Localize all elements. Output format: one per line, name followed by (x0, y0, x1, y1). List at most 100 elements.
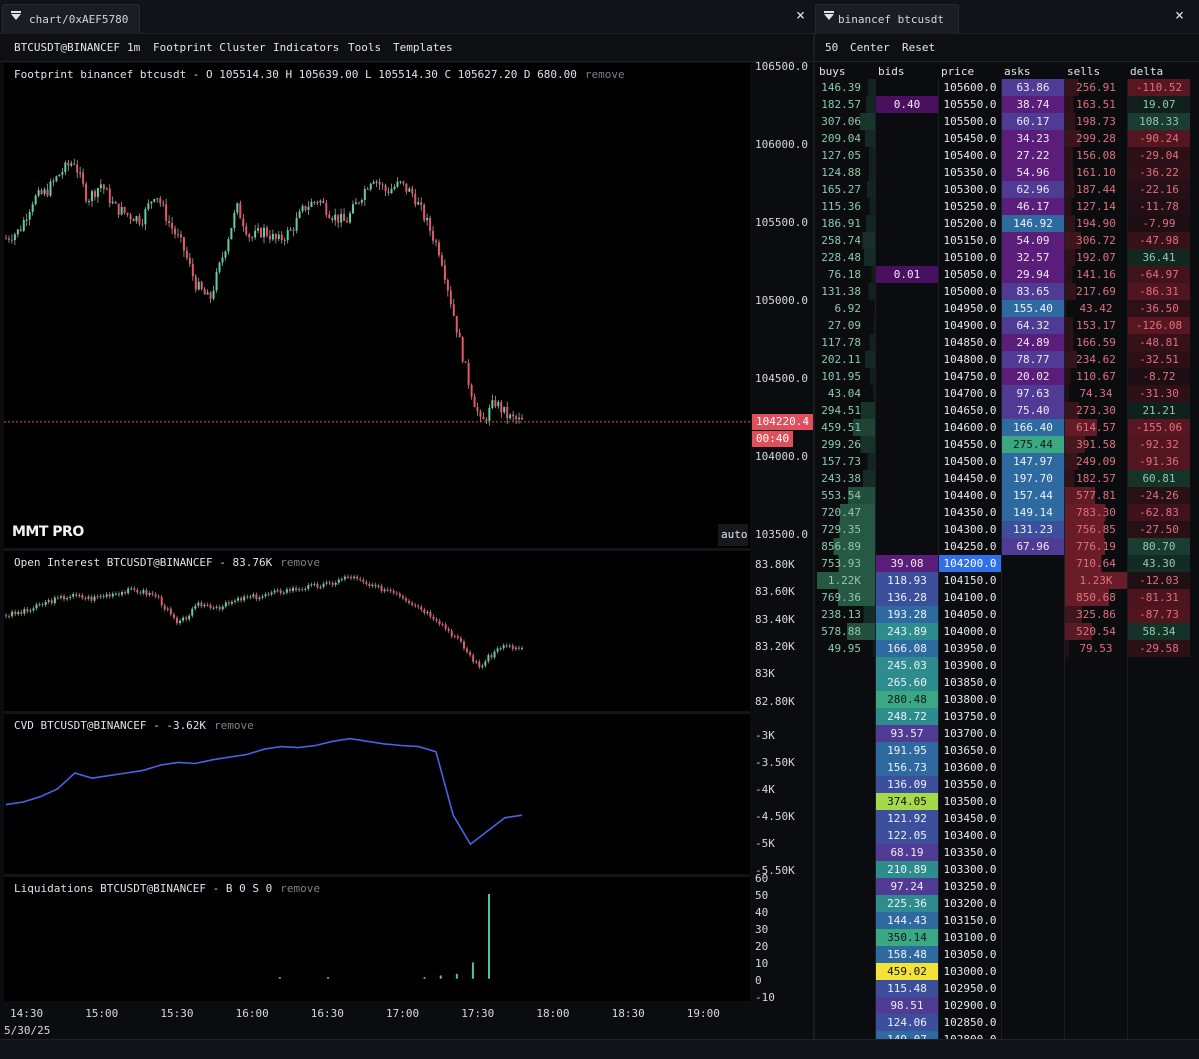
ladder-row[interactable]: 124.06 102850.0 (815, 1014, 1191, 1031)
remove-button[interactable]: remove (584, 68, 625, 81)
ladder-row[interactable]: 350.14 103100.0 (815, 929, 1191, 946)
ladder-row[interactable]: 68.19 103350.0 (815, 844, 1191, 861)
ladder-row[interactable]: 720.47 104350.0 149.14 783.30 -62.83 (815, 504, 1191, 521)
ladder-row[interactable]: 245.03 103900.0 (815, 657, 1191, 674)
ladder-row[interactable]: 459.02 103000.0 (815, 963, 1191, 980)
ladder-row[interactable]: 769.36 136.28 104100.0 850.68 -81.31 (815, 589, 1191, 606)
oi-pane[interactable]: Open Interest BTCUSDT@BINANCEF - 83.76K r… (4, 551, 750, 711)
menu-icon[interactable] (11, 11, 21, 20)
close-icon[interactable]: × (796, 6, 806, 24)
ladder-row[interactable]: 186.91 105200.0 146.92 194.90 -7.99 (815, 215, 1191, 232)
ladder-row[interactable]: 225.36 103200.0 (815, 895, 1191, 912)
ladder-row[interactable]: 97.24 103250.0 (815, 878, 1191, 895)
ladder-row[interactable]: 1.22K 118.93 104150.0 1.23K -12.03 (815, 572, 1191, 589)
chart-tab[interactable]: chart/0xAEF5780 (2, 4, 140, 34)
ladder-row[interactable]: 124.88 105350.0 54.96 161.10 -36.22 (815, 164, 1191, 181)
ladder-row[interactable]: 122.05 103400.0 (815, 827, 1191, 844)
ladder-row[interactable]: 156.73 103600.0 (815, 759, 1191, 776)
ladder-row[interactable]: 136.09 103550.0 (815, 776, 1191, 793)
ladder-col-delta[interactable]: delta (1130, 65, 1164, 78)
symbol-button[interactable]: BTCUSDT@BINANCEF (14, 41, 120, 54)
ladder-row[interactable]: 248.72 103750.0 (815, 708, 1191, 725)
price-candles[interactable] (4, 63, 750, 548)
ladder-row[interactable]: 238.13 193.28 104050.0 325.86 -87.73 (815, 606, 1191, 623)
oi-candle (267, 594, 270, 596)
depth-button[interactable]: 50 (825, 41, 839, 54)
remove-button[interactable]: remove (214, 719, 254, 732)
ladder-row[interactable]: 299.26 104550.0 275.44 391.58 -92.32 (815, 436, 1191, 453)
ladder-cell-delta (1128, 997, 1190, 1014)
ladder-row[interactable]: 127.05 105400.0 27.22 156.08 -29.04 (815, 147, 1191, 164)
ladder-row[interactable]: 578.88 243.89 104000.0 520.54 58.34 (815, 623, 1191, 640)
ladder-row[interactable]: 158.48 103050.0 (815, 946, 1191, 963)
ladder-row[interactable]: 753.93 39.08 104200.0 710.64 43.30 (815, 555, 1191, 572)
ladder-row[interactable]: 202.11 104800.0 78.77 234.62 -32.51 (815, 351, 1191, 368)
ladder-row[interactable]: 131.38 105000.0 83.65 217.69 -86.31 (815, 283, 1191, 300)
ladder-row[interactable]: 27.09 104900.0 64.32 153.17 -126.08 (815, 317, 1191, 334)
ladder-row[interactable]: 294.51 104650.0 75.40 273.30 21.21 (815, 402, 1191, 419)
pane-divider[interactable] (4, 711, 750, 714)
ladder-row[interactable]: 307.06 105500.0 60.17 198.73 108.33 (815, 113, 1191, 130)
panel-splitter[interactable] (813, 34, 815, 1039)
chart-type-button[interactable]: Footprint Cluster (153, 41, 266, 54)
ladder-col-asks[interactable]: asks (1004, 65, 1031, 78)
ladder-row[interactable]: 165.27 105300.0 62.96 187.44 -22.16 (815, 181, 1191, 198)
pane-divider[interactable] (4, 548, 750, 551)
ladder-row[interactable]: 121.92 103450.0 (815, 810, 1191, 827)
ladder-row[interactable]: 374.05 103500.0 (815, 793, 1191, 810)
ladder-row[interactable]: 553.54 104400.0 157.44 577.81 -24.26 (815, 487, 1191, 504)
ladder-row[interactable]: 144.43 103150.0 (815, 912, 1191, 929)
ladder-row[interactable]: 228.48 105100.0 32.57 192.07 36.41 (815, 249, 1191, 266)
cvd-line[interactable] (4, 714, 750, 874)
ladder-row[interactable]: 76.18 0.01 105050.0 29.94 141.16 -64.97 (815, 266, 1191, 283)
price-pane[interactable]: Footprint binancef btcusdt - O 105514.30… (4, 63, 750, 548)
liq-bars[interactable] (4, 877, 750, 1001)
ladder-row[interactable]: 98.51 102900.0 (815, 997, 1191, 1014)
ladder-row[interactable]: 6.92 104950.0 155.40 43.42 -36.50 (815, 300, 1191, 317)
pane-divider[interactable] (4, 874, 750, 877)
remove-button[interactable]: remove (280, 882, 321, 895)
ladder-col-sells[interactable]: sells (1067, 65, 1101, 78)
auto-scale-button[interactable]: auto (718, 524, 748, 546)
ladder-tab[interactable]: binancef btcusdt (815, 4, 959, 34)
indicators-button[interactable]: Indicators (273, 41, 340, 54)
ladder-row[interactable]: 117.78 104850.0 24.89 166.59 -48.81 (815, 334, 1191, 351)
ladder-row[interactable]: 265.60 103850.0 (815, 674, 1191, 691)
ladder-row[interactable]: 43.04 104700.0 97.63 74.34 -31.30 (815, 385, 1191, 402)
reset-button[interactable]: Reset (902, 41, 936, 54)
ladder-row[interactable]: 459.51 104600.0 166.40 614.57 -155.06 (815, 419, 1191, 436)
ladder-row[interactable]: 258.74 105150.0 54.09 306.72 -47.98 (815, 232, 1191, 249)
ladder-col-bids[interactable]: bids (878, 65, 905, 78)
center-button[interactable]: Center (850, 41, 890, 54)
oi-candle (166, 608, 169, 610)
ladder-row[interactable]: 209.04 105450.0 34.23 299.28 -90.24 (815, 130, 1191, 147)
oi-candles[interactable] (4, 551, 750, 711)
remove-button[interactable]: remove (280, 556, 321, 569)
ladder-col-buys[interactable]: buys (819, 65, 846, 78)
ladder-row[interactable]: 191.95 103650.0 (815, 742, 1191, 759)
ladder-col-price[interactable]: price (941, 65, 975, 78)
candle-body (399, 181, 402, 183)
menu-icon[interactable] (824, 11, 834, 20)
ladder-row[interactable]: 280.48 103800.0 (815, 691, 1191, 708)
ladder-row[interactable]: 101.95 104750.0 20.02 110.67 -8.72 (815, 368, 1191, 385)
ladder-row[interactable]: 729.35 104300.0 131.23 756.85 -27.50 (815, 521, 1191, 538)
ladder-cell-price: 104600.0 (943, 421, 997, 434)
close-icon[interactable]: × (1175, 6, 1185, 24)
ladder-row[interactable]: 157.73 104500.0 147.97 249.09 -91.36 (815, 453, 1191, 470)
ladder-row[interactable]: 115.36 105250.0 46.17 127.14 -11.78 (815, 198, 1191, 215)
tools-button[interactable]: Tools (348, 41, 382, 54)
interval-button[interactable]: 1m (127, 41, 141, 54)
ladder-row[interactable]: 93.57 103700.0 (815, 725, 1191, 742)
ladder-row[interactable]: 182.57 0.40 105550.0 38.74 163.51 19.07 (815, 96, 1191, 113)
ladder-row[interactable]: 210.89 103300.0 (815, 861, 1191, 878)
ladder-row[interactable]: 115.48 102950.0 (815, 980, 1191, 997)
ladder-row[interactable]: 49.95 166.08 103950.0 79.53 -29.58 (815, 640, 1191, 657)
liq-pane[interactable]: Liquidations BTCUSDT@BINANCEF - B 0 S 0 r… (4, 877, 750, 1001)
templates-button[interactable]: Templates (393, 41, 453, 54)
orderbook-ladder[interactable]: buys bids price asks sells delta 146.39 105600… (815, 62, 1199, 1048)
ladder-row[interactable]: 243.38 104450.0 197.70 182.57 60.81 (815, 470, 1191, 487)
cvd-pane[interactable]: CVD BTCUSDT@BINANCEF - -3.62K remove (4, 714, 750, 874)
ladder-row[interactable]: 146.39 105600.0 63.86 256.91 -110.52 (815, 79, 1191, 96)
ladder-row[interactable]: 856.89 104250.0 67.96 776.19 80.70 (815, 538, 1191, 555)
